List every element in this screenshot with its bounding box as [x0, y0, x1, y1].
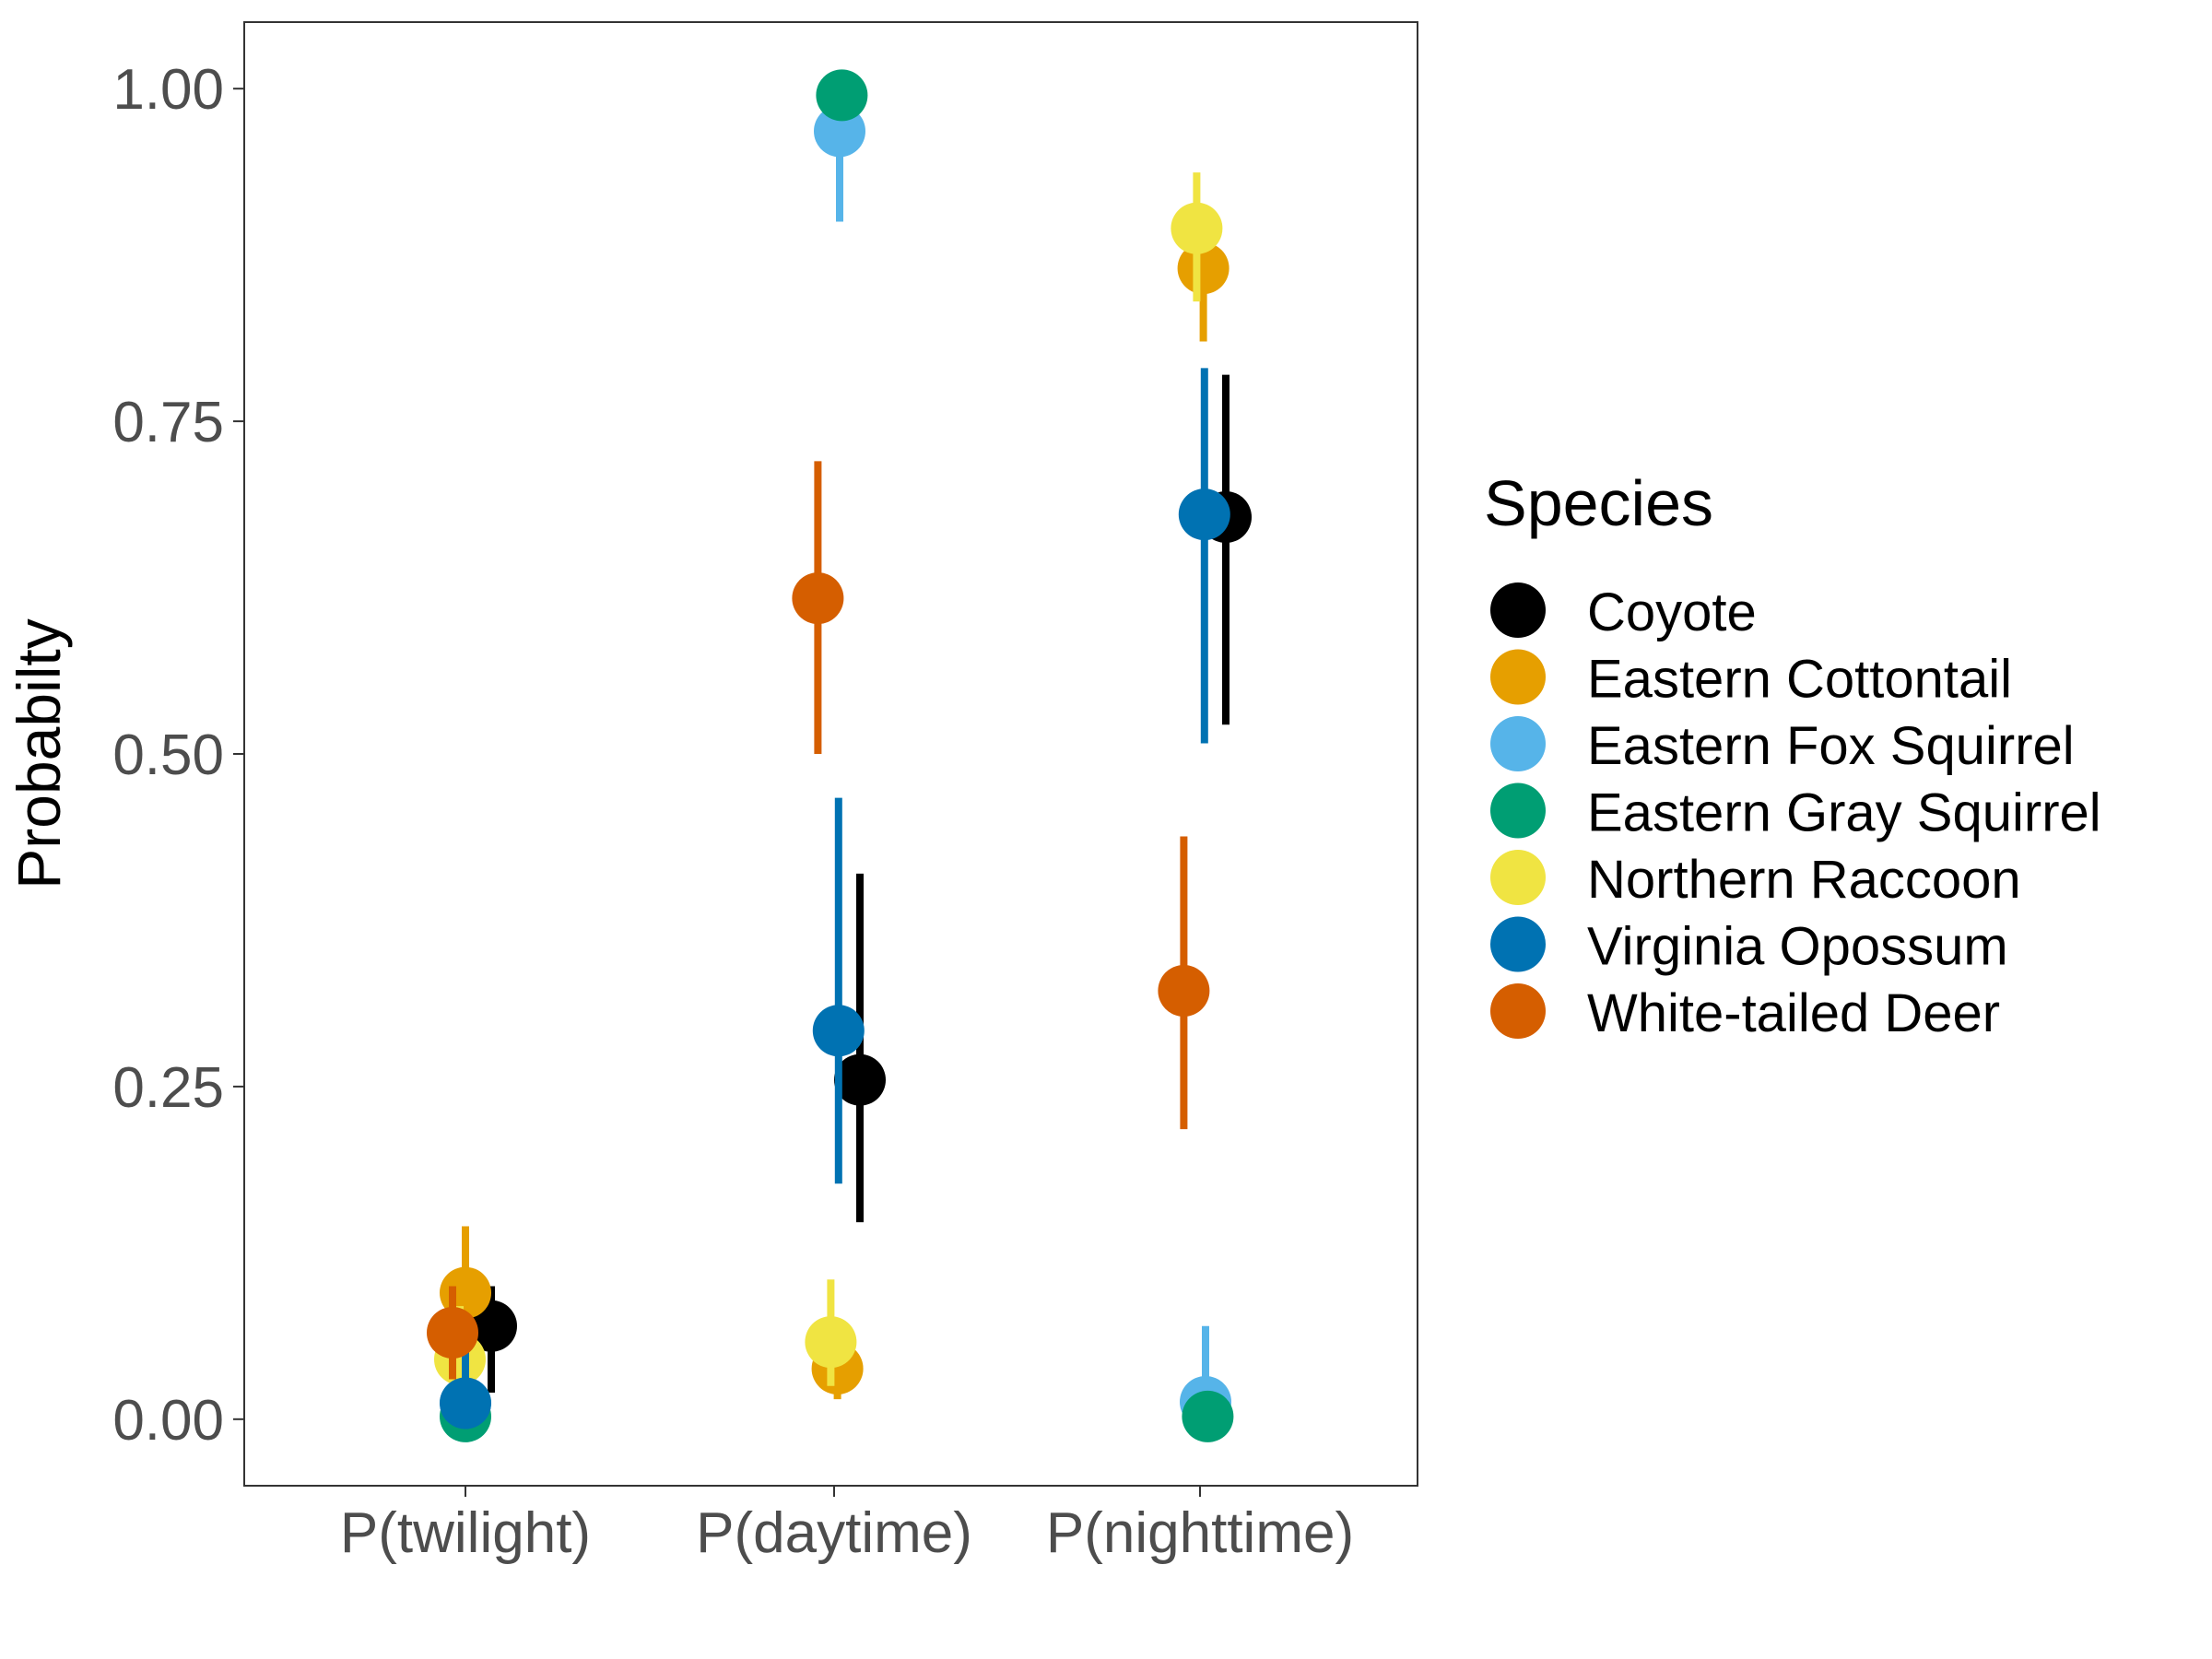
data-point — [440, 1377, 491, 1430]
plot-marks — [427, 69, 1252, 1442]
data-point — [1182, 1390, 1234, 1442]
legend-label: Coyote — [1587, 582, 1757, 642]
legend-label: Eastern Fox Squirrel — [1587, 716, 2075, 776]
legend-key — [1490, 582, 1546, 638]
legend-key — [1490, 983, 1546, 1039]
data-point — [1158, 964, 1210, 1017]
data-point — [1177, 242, 1230, 295]
legend-key — [1490, 649, 1546, 705]
legend-label: White-tailed Deer — [1587, 983, 2000, 1043]
legend-key — [1490, 916, 1546, 972]
series-virginia-opossum — [440, 368, 1230, 1430]
x-tick-label: P(twilight) — [340, 1501, 591, 1565]
y-tick-label: 0.50 — [112, 724, 224, 787]
legend-title: Species — [1484, 467, 1713, 539]
y-axis-ticks: 0.00 0.25 0.50 0.75 1.00 — [112, 58, 244, 1453]
y-axis-title: Probabilty — [5, 618, 73, 889]
y-tick-label: 0.25 — [112, 1056, 224, 1120]
legend-label: Eastern Cottontail — [1587, 650, 2012, 710]
legend-label: Virginia Opossum — [1587, 917, 2008, 977]
data-point — [812, 1005, 865, 1057]
y-tick-label: 0.75 — [112, 391, 224, 454]
y-tick-label: 1.00 — [112, 58, 224, 122]
data-point — [816, 69, 868, 122]
legend-key — [1490, 716, 1546, 771]
x-tick-label: P(daytime) — [696, 1501, 972, 1565]
x-axis-ticks: P(twilight) P(daytime) P(nighttime) — [340, 1486, 1354, 1565]
x-tick-label: P(nighttime) — [1046, 1501, 1354, 1565]
legend-label: Northern Raccoon — [1587, 850, 2021, 910]
data-point — [792, 572, 844, 625]
panel-border — [243, 21, 1418, 1487]
data-point — [834, 1053, 886, 1106]
data-point — [805, 1316, 857, 1369]
data-point — [1171, 202, 1223, 254]
data-point — [427, 1306, 478, 1359]
y-tick-label: 0.00 — [112, 1389, 224, 1453]
data-point — [1178, 488, 1230, 541]
legend-key — [1490, 850, 1546, 905]
legend-key — [1490, 782, 1546, 839]
legend-label: Eastern Gray Squirrel — [1587, 783, 2101, 843]
series-white-tailed-deer — [427, 461, 1210, 1380]
